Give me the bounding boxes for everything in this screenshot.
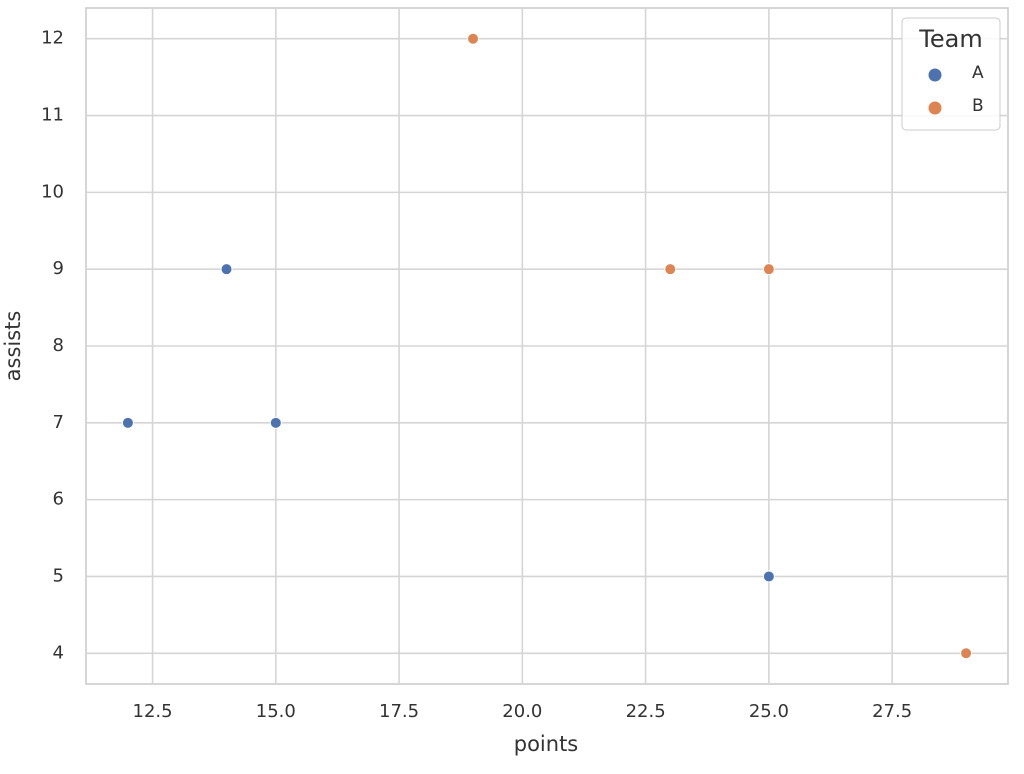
point [960, 647, 973, 660]
y-tick-label: 7 [53, 412, 64, 433]
legend-box [901, 17, 1001, 131]
x-tick-label: 12.5 [133, 701, 173, 722]
legend: Team AB [901, 17, 1001, 131]
point [269, 416, 282, 429]
x-axis-label: points [514, 732, 579, 756]
y-tick-label: 5 [53, 565, 64, 586]
x-tick-label: 27.5 [872, 701, 912, 722]
legend-marker [928, 101, 942, 115]
y-tick-label: 6 [53, 489, 64, 510]
point [664, 263, 677, 276]
x-tick-label: 15.0 [256, 701, 296, 722]
legend-title: Team [918, 25, 982, 53]
point [467, 32, 480, 45]
legend-label: B [972, 96, 984, 116]
y-tick-label: 12 [41, 28, 64, 49]
y-tick-label: 10 [41, 181, 64, 202]
x-tick-label: 20.0 [502, 701, 542, 722]
legend-marker [928, 68, 942, 82]
legend-label: A [972, 63, 984, 83]
point [762, 570, 775, 583]
x-tick-label: 25.0 [749, 701, 789, 722]
y-tick-label: 9 [53, 258, 64, 279]
y-tick-label: 4 [53, 642, 64, 663]
point [762, 263, 775, 276]
y-tick-label: 8 [53, 335, 64, 356]
point [220, 263, 233, 276]
x-tick-label: 22.5 [626, 701, 666, 722]
point [121, 416, 134, 429]
y-axis-label: assists [1, 311, 25, 382]
y-tick-label: 11 [41, 105, 64, 126]
x-tick-label: 17.5 [379, 701, 419, 722]
